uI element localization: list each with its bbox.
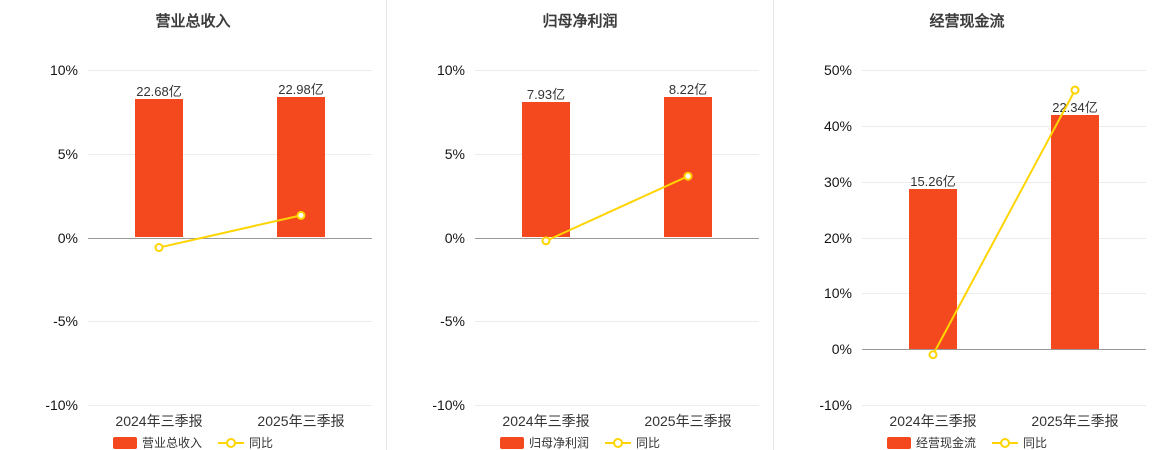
legend-item-line-series: 同比 bbox=[605, 434, 660, 450]
grid-line bbox=[88, 153, 372, 155]
grid-line bbox=[862, 181, 1146, 183]
x-axis: 2024年三季报 2025年三季报 bbox=[475, 411, 759, 429]
legend-label: 同比 bbox=[1023, 436, 1048, 450]
y-axis-tick-label: 5% bbox=[57, 145, 78, 162]
bar-value-label: 7.93亿 bbox=[526, 86, 566, 102]
y-axis-tick-label: 10% bbox=[49, 62, 78, 78]
trend-point-marker bbox=[683, 171, 693, 181]
chart-panel-operating-revenue: 营业总收入 10% 5% 0% -5% -10% 22.68亿 22.98亿 2024年三季… bbox=[0, 0, 386, 450]
trend-point-marker bbox=[296, 210, 306, 220]
trend-line bbox=[545, 175, 689, 242]
grid-line bbox=[88, 70, 372, 71]
yoy-line-layer bbox=[541, 171, 693, 246]
zero-axis-line bbox=[475, 237, 759, 239]
y-axis-tick-label: 0% bbox=[444, 229, 465, 246]
y-axis-tick-label: 30% bbox=[823, 173, 852, 190]
chart-title: 经营现金流 bbox=[929, 13, 1005, 30]
chart-title: 归母净利润 bbox=[542, 13, 618, 30]
trend-point-marker bbox=[1070, 85, 1080, 95]
grid-line bbox=[88, 321, 372, 323]
x-axis-label: 2024年三季报 bbox=[115, 413, 203, 429]
chart-legend: 归母净利润 同比 bbox=[387, 434, 773, 450]
legend-item-line-series: 同比 bbox=[992, 434, 1047, 450]
x-axis-label: 2025年三季报 bbox=[257, 413, 345, 429]
x-axis-label: 2025年三季报 bbox=[644, 413, 732, 429]
bar-value-label: 22.98亿 bbox=[278, 82, 324, 98]
x-axis-label: 2025年三季报 bbox=[1031, 413, 1119, 429]
grid-line bbox=[862, 405, 1146, 406]
trend-line bbox=[158, 214, 302, 249]
y-axis-tick-label: 10% bbox=[823, 285, 852, 302]
bar-value-label: 22.68亿 bbox=[136, 83, 182, 99]
bar bbox=[909, 189, 957, 350]
y-axis-tick-label: 40% bbox=[823, 117, 852, 134]
y-axis-tick-label: -5% bbox=[53, 313, 78, 330]
line-marker-icon bbox=[992, 437, 1018, 448]
grid-line bbox=[475, 70, 759, 71]
bar-value-label: 8.22亿 bbox=[668, 82, 708, 97]
chart-plot-area: 50% 40% 30% 20% 10% 0% -10% 15.26亿 22.34亿 bbox=[819, 62, 1146, 413]
bar-swatch-icon bbox=[112, 436, 137, 449]
chart-legend: 营业总收入 同比 bbox=[0, 434, 386, 450]
x-axis: 2024年三季报 2025年三季报 bbox=[862, 411, 1146, 429]
bar-swatch-icon bbox=[886, 436, 911, 449]
trend-line bbox=[932, 89, 1076, 356]
legend-item-bar-series: 归母净利润 bbox=[499, 434, 589, 450]
y-axis-tick-label: 5% bbox=[444, 145, 465, 162]
bar-value-label: 15.26亿 bbox=[910, 174, 956, 189]
chart-title: 营业总收入 bbox=[155, 13, 231, 30]
x-axis: 2024年三季报 2025年三季报 bbox=[88, 411, 372, 429]
line-marker-icon bbox=[218, 437, 244, 448]
y-axis-tick-label: 0% bbox=[831, 341, 852, 358]
bar bbox=[135, 98, 183, 238]
x-axis-label: 2024年三季报 bbox=[502, 413, 590, 429]
chart-plot-area: 10% 5% 0% -5% -10% 22.68亿 22.98亿 bbox=[45, 62, 372, 413]
legend-label: 同比 bbox=[636, 436, 661, 450]
grid-line bbox=[862, 237, 1146, 239]
y-axis-tick-label: 10% bbox=[436, 62, 465, 78]
y-axis-tick-label: -10% bbox=[819, 397, 852, 413]
chart-plot-area: 10% 5% 0% -5% -10% 7.93亿 8.22亿 bbox=[432, 62, 759, 413]
zero-axis-line bbox=[862, 349, 1146, 351]
grid-line bbox=[475, 405, 759, 406]
y-axis-tick-label: 0% bbox=[57, 229, 78, 246]
legend-label: 营业总收入 bbox=[141, 436, 202, 450]
trend-point-marker bbox=[541, 236, 551, 246]
grid-line bbox=[475, 153, 759, 155]
legend-label: 经营现金流 bbox=[915, 436, 976, 450]
legend-label: 归母净利润 bbox=[528, 436, 589, 450]
bar bbox=[664, 97, 712, 238]
legend-item-bar-series: 经营现金流 bbox=[886, 434, 976, 450]
x-axis-label: 2024年三季报 bbox=[889, 413, 977, 429]
chart-panel-operating-cash-flow: 经营现金流 50% 40% 30% 20% 10% 0% -10% 15.26亿 22.34亿 … bbox=[773, 0, 1160, 450]
yoy-line-layer bbox=[154, 210, 306, 253]
trend-point-marker bbox=[928, 350, 938, 360]
y-axis-tick-label: -10% bbox=[45, 397, 78, 413]
bar bbox=[1051, 114, 1099, 350]
y-axis-tick-label: -5% bbox=[440, 313, 465, 330]
chart-panel-net-profit: 归母净利润 10% 5% 0% -5% -10% 7.93亿 8.22亿 2024年三季报 … bbox=[386, 0, 773, 450]
grid-line bbox=[475, 321, 759, 323]
trend-point-marker bbox=[154, 243, 164, 253]
grid-line bbox=[862, 125, 1146, 127]
line-marker-icon bbox=[605, 437, 631, 448]
legend-item-line-series: 同比 bbox=[218, 434, 273, 450]
zero-axis-line bbox=[88, 237, 372, 239]
legend-item-bar-series: 营业总收入 bbox=[112, 434, 202, 450]
grid-line bbox=[88, 405, 372, 406]
y-axis-tick-label: 20% bbox=[823, 229, 852, 246]
grid-line bbox=[862, 293, 1146, 295]
bar bbox=[522, 101, 570, 238]
y-axis-tick-label: -10% bbox=[432, 397, 465, 413]
yoy-line-layer bbox=[928, 85, 1080, 360]
grid-line bbox=[862, 70, 1146, 71]
y-axis-tick-label: 50% bbox=[823, 62, 852, 78]
chart-legend: 经营现金流 同比 bbox=[774, 434, 1160, 450]
bar-swatch-icon bbox=[499, 436, 524, 449]
legend-label: 同比 bbox=[249, 436, 274, 450]
